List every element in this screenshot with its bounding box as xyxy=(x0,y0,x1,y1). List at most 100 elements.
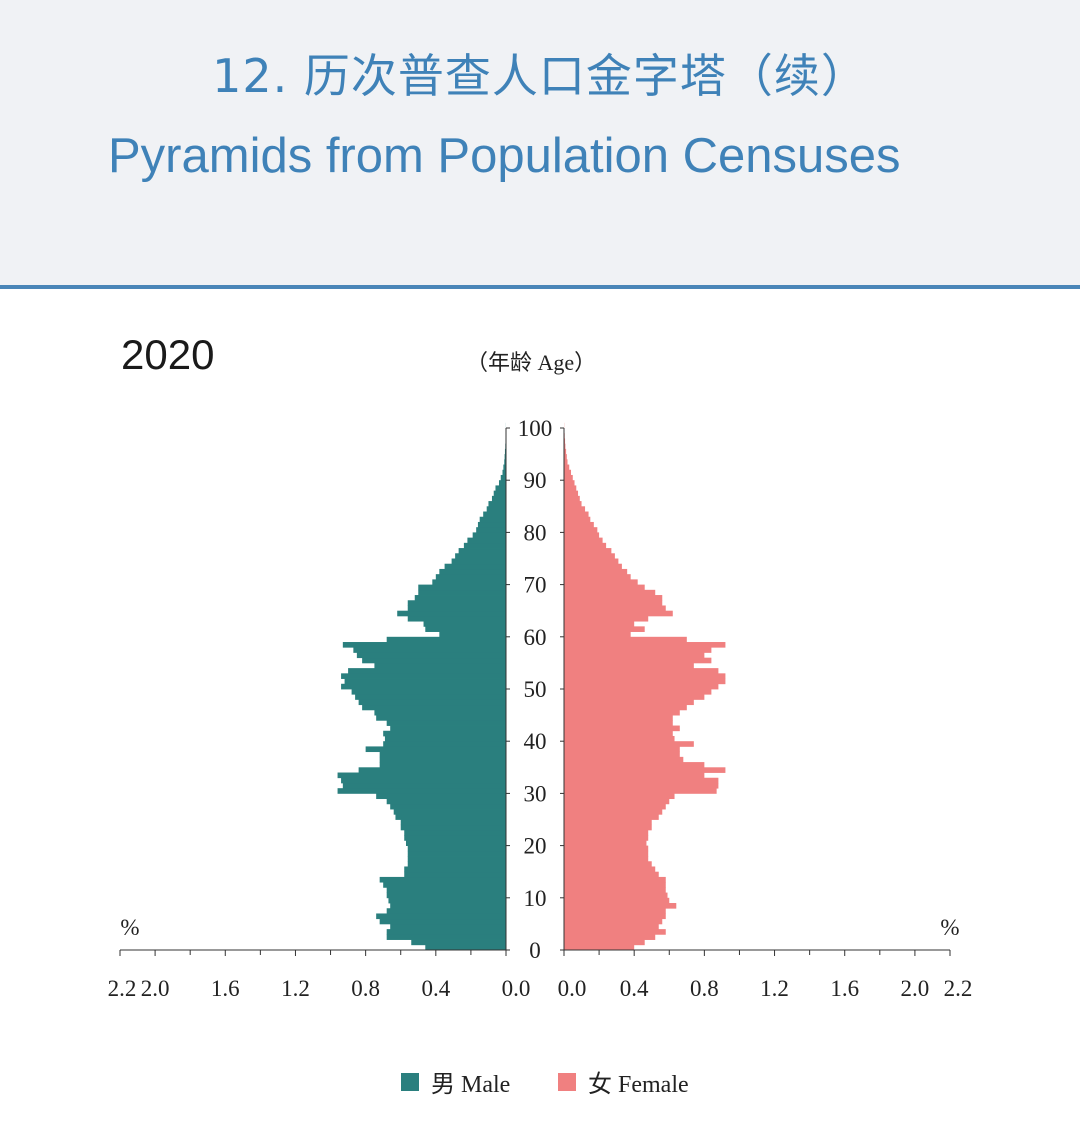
bar-female-age-58 xyxy=(564,642,726,648)
tick-label-male-1.2: 1.2 xyxy=(281,976,310,1001)
bar-female-age-9 xyxy=(564,897,670,904)
bar-male-age-10 xyxy=(386,892,506,899)
bar-female-age-11 xyxy=(564,887,666,893)
bar-female-age-86 xyxy=(564,495,580,502)
bar-male-age-21 xyxy=(404,835,506,841)
bar-female-age-84 xyxy=(564,506,586,512)
bar-female-age-80 xyxy=(564,527,598,533)
bar-female-age-28 xyxy=(564,798,670,805)
bar-female-age-52 xyxy=(564,673,726,679)
bar-male-age-80 xyxy=(476,527,506,533)
bar-female-age-5 xyxy=(564,918,663,925)
bar-female-age-3 xyxy=(564,929,666,935)
bar-female-age-87 xyxy=(564,490,579,497)
bar-female-age-92 xyxy=(564,464,570,471)
age-tick-label-90: 90 xyxy=(524,468,547,493)
bar-male-age-2 xyxy=(386,934,506,940)
bar-male-age-90 xyxy=(500,474,506,481)
bar-female-age-72 xyxy=(564,568,628,575)
bar-female-age-40 xyxy=(564,735,675,742)
bar-female-age-33 xyxy=(564,772,705,779)
bar-male-age-37 xyxy=(379,751,506,758)
bar-male-age-75 xyxy=(455,553,506,559)
bar-male-age-17 xyxy=(407,856,506,862)
bar-female-age-71 xyxy=(564,574,631,580)
bar-male-age-70 xyxy=(432,579,506,585)
age-tick-label-30: 30 xyxy=(524,781,547,806)
bar-male-age-47 xyxy=(358,699,506,706)
page-title-cn: 12. 历次普查人口金字塔（续） xyxy=(212,49,868,103)
bar-male-age-9 xyxy=(388,897,506,904)
age-tick-label-80: 80 xyxy=(524,520,547,545)
bar-male-age-49 xyxy=(351,689,506,695)
unit-label-left: % xyxy=(120,915,139,940)
bar-female-age-10 xyxy=(564,892,668,899)
bar-female-age-46 xyxy=(564,704,687,711)
bar-female-age-25 xyxy=(564,814,659,820)
bar-female-age-23 xyxy=(564,824,652,831)
bar-male-age-38 xyxy=(365,746,506,753)
bar-male-age-66 xyxy=(407,600,506,606)
bar-female-age-29 xyxy=(564,793,675,800)
page-title-en: Pyramids from Population Censuses xyxy=(108,129,901,183)
age-tick-label-0: 0 xyxy=(529,938,541,963)
bar-female-age-20 xyxy=(564,840,647,846)
bar-female-age-85 xyxy=(564,501,582,507)
bar-female-age-37 xyxy=(564,751,680,758)
bar-male-age-85 xyxy=(488,501,506,507)
bar-male-age-51 xyxy=(344,678,506,685)
bar-male-age-61 xyxy=(425,626,506,632)
bar-male-age-44 xyxy=(376,715,506,721)
bar-female-age-70 xyxy=(564,579,638,585)
bar-male-age-52 xyxy=(341,673,506,679)
bar-male-age-32 xyxy=(341,777,506,784)
bar-female-age-88 xyxy=(564,485,577,492)
bar-female-age-68 xyxy=(564,589,656,596)
age-tick-label-10: 10 xyxy=(524,886,547,911)
bar-male-age-74 xyxy=(451,558,506,565)
bar-male-age-94 xyxy=(504,454,506,460)
bar-male-age-16 xyxy=(407,861,506,867)
bar-male-age-81 xyxy=(477,521,506,528)
bar-male-age-11 xyxy=(386,887,506,893)
tick-label-female-1.6: 1.6 xyxy=(830,976,859,1001)
bar-female-age-62 xyxy=(564,621,635,627)
bar-male-age-46 xyxy=(362,704,506,711)
bar-female-age-95 xyxy=(564,448,567,455)
bar-female-age-4 xyxy=(564,923,659,930)
bar-female-age-83 xyxy=(564,511,589,518)
bar-female-age-22 xyxy=(564,829,649,836)
bar-female-age-66 xyxy=(564,600,663,606)
bar-male-age-3 xyxy=(386,929,506,935)
bar-female-age-17 xyxy=(564,856,649,862)
bar-female-age-91 xyxy=(564,469,572,476)
bar-male-age-64 xyxy=(397,610,506,617)
bar-female-age-54 xyxy=(564,662,694,669)
bar-female-age-36 xyxy=(564,756,684,763)
bar-male-age-67 xyxy=(414,595,506,601)
bar-female-age-16 xyxy=(564,861,652,867)
tick-label-male-0.0: 0.0 xyxy=(502,976,531,1001)
bar-male-age-76 xyxy=(458,548,506,554)
bar-female-age-93 xyxy=(564,459,568,465)
bar-male-age-68 xyxy=(418,589,506,596)
bar-female-age-69 xyxy=(564,584,645,591)
bar-male-age-26 xyxy=(393,809,506,815)
bar-male-age-20 xyxy=(405,840,506,846)
bar-male-age-19 xyxy=(407,845,506,852)
bar-male-age-95 xyxy=(504,448,506,455)
bar-female-age-76 xyxy=(564,548,612,554)
bar-female-age-48 xyxy=(564,694,705,700)
bar-male-age-33 xyxy=(337,772,506,779)
bar-male-age-72 xyxy=(439,568,506,575)
bar-male-age-4 xyxy=(390,923,506,930)
tick-label-female-0.4: 0.4 xyxy=(620,976,649,1001)
bar-male-age-23 xyxy=(400,824,506,831)
bar-male-age-78 xyxy=(467,537,506,544)
bar-male-age-86 xyxy=(491,495,506,502)
bar-female-age-41 xyxy=(564,730,673,737)
bar-female-age-74 xyxy=(564,558,619,565)
bar-male-age-18 xyxy=(407,850,506,857)
bar-female-age-0 xyxy=(564,944,635,951)
bar-female-age-60 xyxy=(564,631,631,638)
